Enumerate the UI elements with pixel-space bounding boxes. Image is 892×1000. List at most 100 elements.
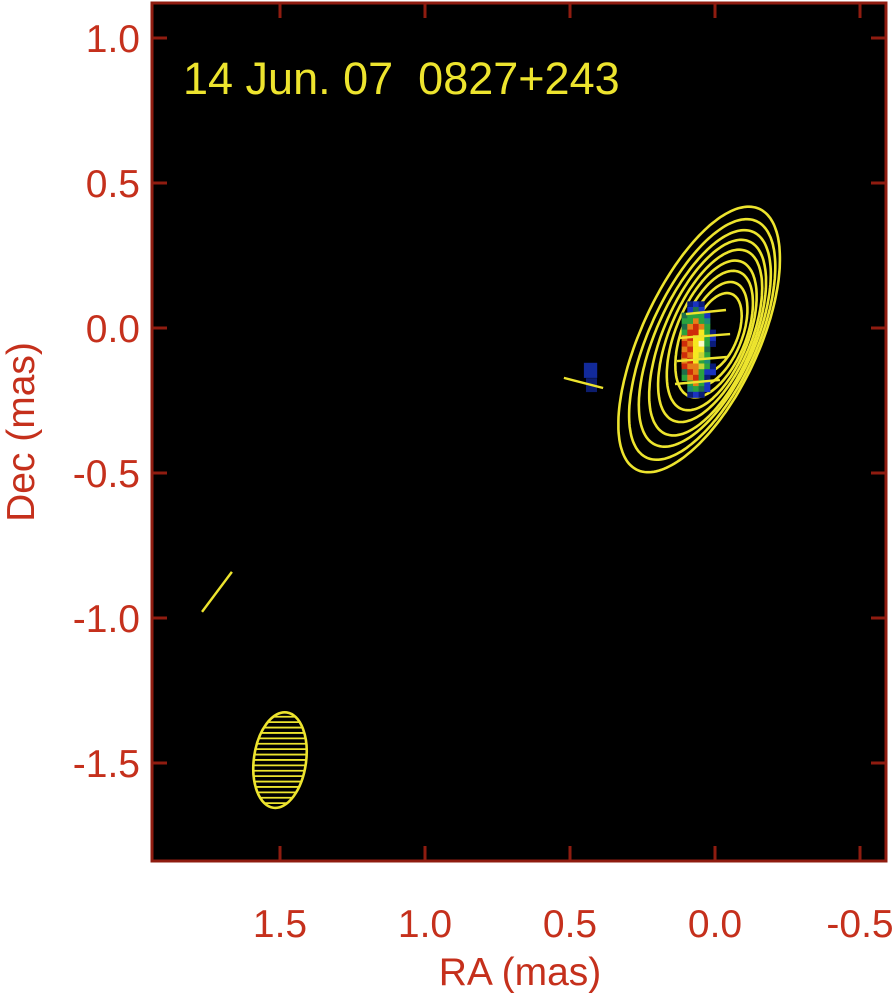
core-pixel xyxy=(698,329,705,336)
x-tick-label: 1.0 xyxy=(398,903,452,946)
polarization-vector xyxy=(676,355,727,363)
core-pixel xyxy=(693,329,700,336)
core-pixel xyxy=(681,346,688,353)
core-pixel xyxy=(687,312,694,319)
core-pixel xyxy=(693,335,700,342)
core-pixel xyxy=(693,363,700,370)
core-pixel xyxy=(698,380,705,387)
core-pixel xyxy=(693,386,700,393)
y-tick-label: -1.0 xyxy=(73,598,140,641)
contour-line xyxy=(656,248,764,424)
core-pixel xyxy=(693,357,700,364)
core-pixel xyxy=(693,391,700,398)
core-pixel xyxy=(687,363,694,370)
beam-outline xyxy=(251,710,309,810)
core-pixel xyxy=(687,329,694,336)
core-pixel xyxy=(704,380,711,387)
core-pixel xyxy=(698,369,705,376)
core-pixel xyxy=(698,301,705,308)
y-tick-label: 0.0 xyxy=(86,308,140,351)
core-pixel xyxy=(693,323,700,330)
core-pixel xyxy=(693,301,700,308)
y-tick-labels: 1.0 0.5 0.0 -0.5 -1.0 -1.5 xyxy=(73,18,140,786)
contour-line xyxy=(617,205,782,474)
polarization-vector-group xyxy=(201,308,731,613)
polarization-vector xyxy=(685,308,727,316)
core-pixel xyxy=(698,346,705,353)
core-pixel xyxy=(704,352,711,359)
core-pixel xyxy=(704,357,711,364)
core-pixel xyxy=(704,369,711,376)
y-tick-label: -0.5 xyxy=(73,453,140,496)
x-tick-label: 1.5 xyxy=(253,903,307,946)
core-pixel xyxy=(698,312,705,319)
polarization-vector xyxy=(201,571,233,613)
core-pixel xyxy=(698,335,705,342)
contour-line xyxy=(627,217,777,462)
x-axis-label: RA (mas) xyxy=(439,951,602,994)
core-pixel xyxy=(693,369,700,376)
axis-group xyxy=(150,1,888,863)
core-pixel xyxy=(687,369,694,376)
core-pixel xyxy=(704,329,711,336)
core-pixel xyxy=(681,352,688,359)
core-pixel xyxy=(687,323,694,330)
core-pixel xyxy=(687,335,694,342)
core-pixel xyxy=(687,374,694,381)
core-pixel xyxy=(709,340,716,347)
plot-border xyxy=(150,1,888,863)
core-pixel xyxy=(687,340,694,347)
core-pixel xyxy=(681,329,688,336)
core-pixel xyxy=(698,307,705,314)
polarization-vector xyxy=(674,378,721,386)
core-pixel xyxy=(693,307,700,314)
core-pixel xyxy=(681,374,688,381)
core-pixel xyxy=(698,318,705,325)
core-pixel xyxy=(709,363,716,370)
core-pixel xyxy=(687,301,694,308)
core-pixel xyxy=(698,323,705,330)
core-pixel xyxy=(704,374,711,381)
y-tick-label: -1.5 xyxy=(73,743,140,786)
core-pixel xyxy=(687,346,694,353)
jet-pixel xyxy=(583,362,598,378)
core-pixel xyxy=(704,363,711,370)
contour-line xyxy=(647,238,768,437)
contour-line xyxy=(665,259,758,412)
core-pixel xyxy=(709,335,716,342)
polarization-vector xyxy=(679,332,731,340)
core-pixel xyxy=(687,307,694,314)
contour-line xyxy=(637,228,773,449)
core-pixel xyxy=(693,340,700,347)
x-tick-label: -0.5 xyxy=(826,903,892,946)
core-pixel xyxy=(681,363,688,370)
core-pixel xyxy=(693,374,700,381)
core-pixel xyxy=(687,391,694,398)
core-pixel xyxy=(693,312,700,319)
core-pixel xyxy=(698,386,705,393)
core-pixel xyxy=(698,340,705,347)
core-pixel xyxy=(681,369,688,376)
core-pixel xyxy=(681,312,688,319)
core-pixel xyxy=(698,352,705,359)
core-pixel xyxy=(681,340,688,347)
map-annotation-epoch-source: 14 Jun. 07 0827+243 xyxy=(183,53,620,104)
core-pixel xyxy=(693,346,700,353)
polarization-vector xyxy=(563,376,604,390)
core-pixel xyxy=(693,352,700,359)
core-pixel xyxy=(698,357,705,364)
core-pixel xyxy=(681,323,688,330)
core-pixel xyxy=(704,323,711,330)
core-pixel xyxy=(704,386,711,393)
core-pixel xyxy=(698,374,705,381)
y-tick-label: 0.5 xyxy=(86,163,140,206)
core-pixel xyxy=(704,340,711,347)
core-pixel xyxy=(681,318,688,325)
core-pixel xyxy=(704,312,711,319)
core-pixel xyxy=(693,380,700,387)
core-pixel xyxy=(687,318,694,325)
core-pixel xyxy=(704,346,711,353)
core-pixel xyxy=(687,352,694,359)
x-tick-label: 0.5 xyxy=(543,903,597,946)
